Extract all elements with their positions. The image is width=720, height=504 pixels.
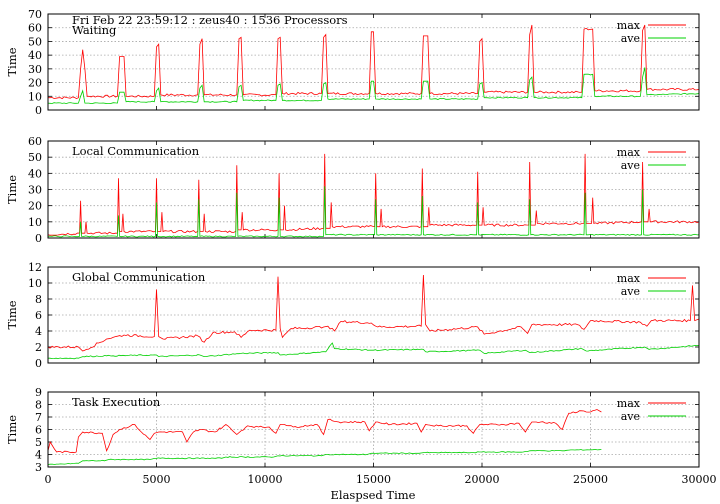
x-tick-label: 10000	[248, 473, 283, 486]
y-tick-label: 70	[28, 8, 42, 21]
y-tick-label: 3	[35, 461, 42, 474]
series-line-ave	[47, 186, 700, 238]
chart-panels: 010203040506070WaitingTimemaxave01020304…	[5, 8, 717, 486]
y-tick-label: 2	[35, 341, 42, 354]
y-axis-label: Time	[5, 175, 19, 204]
y-tick-label: 10	[28, 216, 42, 229]
series-line-ave	[47, 448, 602, 465]
legend-label-max: max	[617, 146, 641, 159]
y-tick-label: 8	[35, 293, 42, 306]
panel-2: 0 10 20 30 40 50 60 Local Communication Time maxa…	[5, 135, 700, 245]
legend-label-ave: ave	[621, 159, 640, 172]
x-tick-label: 25000	[573, 473, 608, 486]
chart-header: Fri Feb 22 23:59:12 : zeus40 : 1536 Proc…	[72, 13, 348, 27]
y-tick-label: 9	[35, 386, 42, 399]
y-tick-label: 4	[35, 449, 42, 462]
plot-frame	[47, 391, 700, 468]
legend-label-max: max	[617, 272, 641, 285]
y-tick-label: 50	[28, 151, 42, 164]
y-tick-label: 60	[28, 22, 42, 35]
y-tick-label: 40	[28, 167, 42, 180]
panel-title: Global Communication	[72, 270, 206, 284]
legend-label-max: max	[617, 397, 641, 410]
legend-label-max: max	[617, 19, 641, 32]
y-tick-label: 6	[35, 309, 42, 322]
y-tick-label: 12	[28, 261, 42, 274]
y-tick-label: 40	[28, 49, 42, 62]
plot-frame	[47, 13, 700, 111]
y-tick-label: 60	[28, 135, 42, 148]
y-tick-label: 8	[35, 399, 42, 412]
panel-title: Waiting	[72, 23, 117, 37]
series-line-max	[47, 274, 700, 352]
y-axis-label: Time	[5, 300, 19, 329]
y-tick-label: 7	[35, 411, 42, 424]
y-axis-label: Time	[5, 47, 19, 76]
y-axis-label: Time	[5, 415, 19, 444]
x-tick-label: 20000	[465, 473, 500, 486]
legend-label-ave: ave	[621, 32, 640, 45]
series-line-ave	[48, 342, 700, 360]
plot-frame	[47, 140, 700, 239]
y-tick-label: 20	[28, 77, 42, 90]
y-tick-label: 0	[35, 357, 42, 370]
y-tick-label: 0	[35, 232, 42, 245]
x-tick-label: 5000	[143, 473, 171, 486]
y-tick-label: 6	[35, 424, 42, 437]
y-tick-label: 30	[28, 184, 42, 197]
y-tick-label: 20	[28, 200, 42, 213]
y-tick-label: 50	[28, 35, 42, 48]
panel-title: Local Communication	[72, 144, 200, 158]
y-tick-label: 30	[28, 63, 42, 76]
series-line-ave	[47, 67, 700, 105]
panel-title: Task Execution	[72, 395, 161, 409]
x-tick-label: 15000	[356, 473, 391, 486]
x-tick-label: 30000	[682, 473, 717, 486]
legend-label-ave: ave	[621, 410, 640, 423]
y-tick-label: 10	[28, 277, 42, 290]
plot-frame	[47, 266, 700, 364]
x-axis-label: Elaspsed Time	[331, 488, 416, 502]
series-line-max	[48, 24, 700, 100]
y-tick-label: 5	[35, 436, 42, 449]
x-tick-label: 0	[45, 473, 52, 486]
y-tick-label: 4	[35, 325, 42, 338]
legend-label-ave: ave	[621, 285, 640, 298]
y-tick-label: 10	[28, 90, 42, 103]
y-tick-label: 0	[35, 104, 42, 117]
series-line-max	[47, 409, 602, 454]
series-line-max	[47, 153, 700, 236]
